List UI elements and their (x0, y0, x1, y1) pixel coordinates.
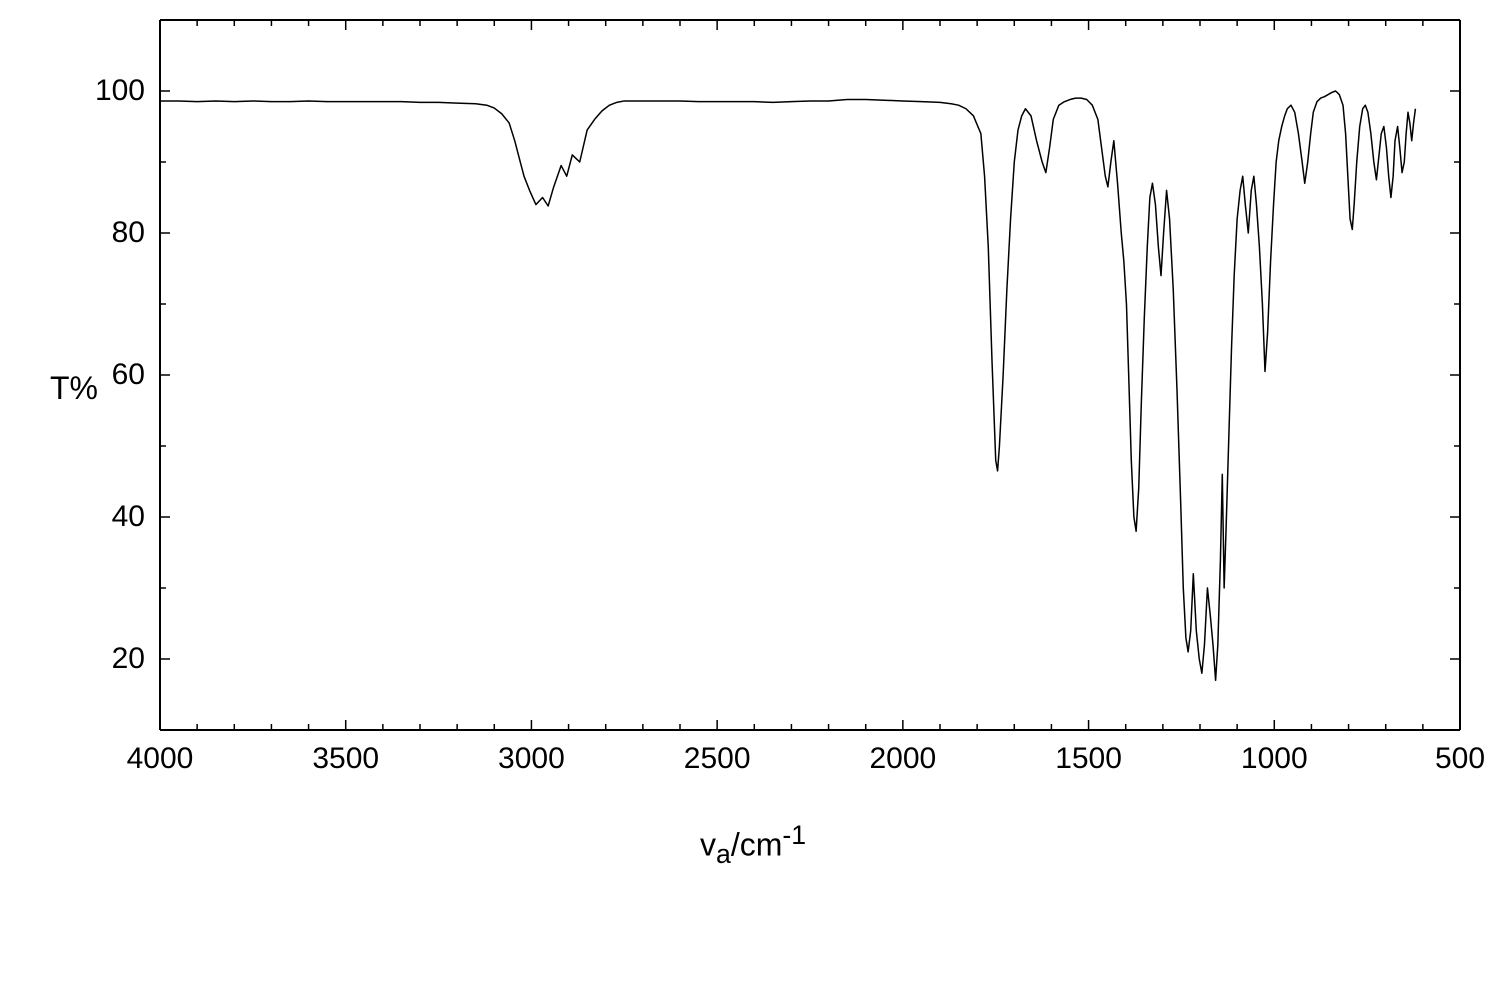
y-tick-label: 40 (112, 500, 145, 534)
x-tick-label: 4000 (127, 742, 194, 776)
x-tick-label: 500 (1435, 742, 1485, 776)
y-tick-label: 80 (112, 216, 145, 250)
y-tick-label: 20 (112, 642, 145, 676)
y-tick-label: 60 (112, 358, 145, 392)
y-axis-label: T% (50, 370, 98, 407)
x-tick-label: 1000 (1241, 742, 1308, 776)
x-axis-label: va/cm-1 (700, 820, 806, 870)
x-tick-label: 1500 (1055, 742, 1122, 776)
ir-spectrum-chart: T% va/cm-1 4000 3500 3000 2500 2000 1500 1000 5… (0, 0, 1510, 988)
y-tick-label: 100 (95, 74, 145, 108)
spectrum-line (160, 91, 1415, 680)
x-tick-label: 2500 (684, 742, 751, 776)
x-tick-label: 3000 (498, 742, 565, 776)
x-tick-label: 2000 (869, 742, 936, 776)
x-tick-label: 3500 (312, 742, 379, 776)
